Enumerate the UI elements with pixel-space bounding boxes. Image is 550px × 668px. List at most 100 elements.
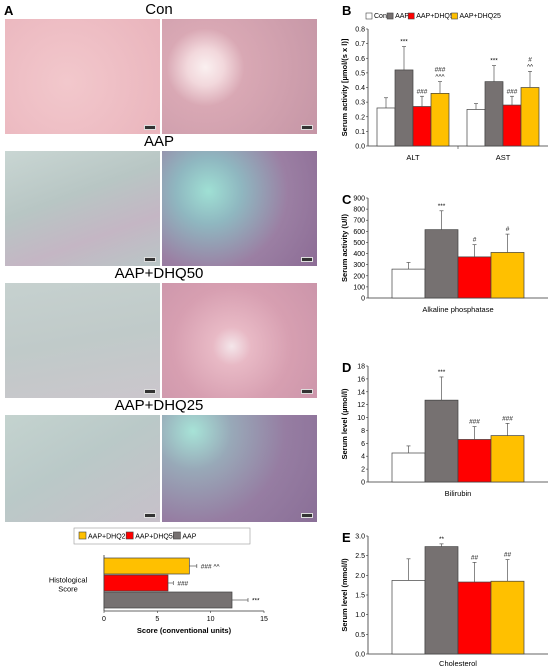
y-axis-label: Serum activity [µmol/(s x l)]	[340, 38, 349, 136]
y-axis-label: Serum level (µmol/l)	[340, 388, 349, 460]
micrograph-title-con: Con	[145, 1, 173, 18]
legend-label: AAP+DHQ50	[416, 13, 458, 20]
micrograph-aap-low-mag	[4, 150, 161, 267]
micrograph-title-aap-dhq50: AAP+DHQ50	[114, 265, 204, 282]
significance-label: ###	[435, 67, 446, 74]
bar-con	[391, 452, 426, 483]
y-tick-label: 500	[353, 240, 365, 247]
y-tick-label: 0.6	[355, 56, 365, 63]
y-tick-label: 0.8	[355, 27, 365, 34]
y-axis-label: Serum level (mmol/l)	[340, 558, 349, 632]
scale-bar	[301, 389, 313, 394]
significance-label: #	[528, 56, 532, 63]
bar-aap-dhq25	[520, 87, 540, 147]
y-tick-label: 100	[353, 284, 365, 291]
y-tick-label: 0.0	[355, 652, 365, 659]
significance-label: ###	[507, 88, 518, 95]
category-label: Bilirubin	[445, 489, 472, 498]
x-tick-label: 5	[155, 616, 159, 623]
y-tick-label: 0.3	[355, 100, 365, 107]
legend-label: AAP+DHQ25	[460, 13, 502, 20]
legend-swatch	[78, 531, 87, 540]
chart-histological-score: AAP+DHQ25 AAP+DHQ50 AAP 0 5 10 15 Score (conven…	[49, 527, 268, 635]
y-tick-label: 2.0	[355, 573, 365, 580]
bar-con	[391, 268, 426, 299]
significance-label: ###	[502, 415, 513, 422]
bar-aap-dhq50	[412, 106, 432, 147]
significance-label: ^^^	[435, 74, 445, 81]
category-label: Score	[58, 585, 78, 594]
significance-label: #	[506, 226, 510, 233]
legend-label: AAP+DHQ50	[135, 534, 177, 541]
scale-bar	[144, 125, 156, 130]
significance-label: ##	[471, 554, 479, 561]
y-tick-label: 1.0	[355, 612, 365, 619]
bar-aap	[424, 399, 459, 483]
significance-label: ^^	[527, 63, 534, 70]
bar-con	[466, 109, 486, 147]
bar-aap-dhq50	[457, 439, 492, 483]
y-tick-label: 0	[361, 480, 365, 487]
y-axis-label: Serum activity (U/l)	[340, 214, 349, 282]
y-tick-label: 0.5	[355, 70, 365, 77]
category-label: Alkaline phosphatase	[422, 305, 493, 314]
micrograph-aap-dhq50-high-mag	[161, 282, 318, 399]
y-tick-label: 16	[357, 376, 365, 383]
y-tick-label: 400	[353, 251, 365, 258]
bar-aap-dhq25	[430, 92, 450, 147]
y-tick-label: 0.1	[355, 129, 365, 136]
significance-label: ##	[504, 552, 512, 559]
y-tick-label: 0.0	[355, 144, 365, 151]
y-tick-label: 8	[361, 428, 365, 435]
micrograph-aap-dhq50-low-mag	[4, 282, 161, 399]
micrograph-title-aap-dhq25: AAP+DHQ25	[114, 397, 204, 414]
y-tick-label: 14	[357, 389, 365, 396]
y-tick-label: 0.2	[355, 114, 365, 121]
y-tick-label: 4	[361, 454, 365, 461]
panel-letter-e: E	[342, 530, 351, 545]
y-tick-label: 10	[357, 415, 365, 422]
panel-letter-b: B	[342, 3, 352, 18]
legend-box	[73, 527, 251, 545]
bar-aap-dhq25	[490, 252, 525, 299]
x-tick-label: 10	[207, 616, 215, 623]
micrograph-aap-high-mag	[161, 150, 318, 267]
y-tick-label: 3.0	[355, 534, 365, 541]
y-tick-label: 800	[353, 207, 365, 214]
legend-swatch	[451, 12, 458, 20]
chart-cholesterol: Serum level (mmol/l) 0.0 0.5 1.0 1.5 2.0 2.5 3.…	[340, 534, 548, 668]
scale-bar	[301, 257, 313, 262]
panel-letter-d: D	[342, 360, 352, 375]
y-tick-label: 2	[361, 467, 365, 474]
bar-aap	[394, 69, 414, 147]
bar-aap-dhq25	[103, 557, 190, 575]
bar-aap-dhq25	[490, 580, 525, 655]
panel-letter-c: C	[342, 192, 352, 207]
y-tick-label: 200	[353, 273, 365, 280]
y-tick-label: 0.5	[355, 632, 365, 639]
y-tick-label: 0	[361, 296, 365, 303]
scale-bar	[144, 389, 156, 394]
significance-label: ***	[490, 58, 498, 65]
legend-label: AAP	[182, 534, 196, 541]
legend-label: AAP	[395, 13, 409, 20]
chart-alkaline-phosphatase: Serum activity (U/l) 0 100 200 300 400 500 600 7…	[340, 196, 548, 314]
bar-aap	[424, 546, 459, 655]
micrograph-title-aap: AAP	[143, 133, 174, 150]
bar-aap	[424, 229, 459, 299]
chart-serum-alt-ast: Serum activity [µmol/(s x l)] 0.0 0.1 0.2 0.…	[340, 12, 548, 162]
x-tick-label: 15	[260, 616, 268, 623]
significance-label: #	[473, 237, 477, 244]
x-tick-label: 0	[102, 616, 106, 623]
legend-label: Con	[374, 13, 387, 20]
y-tick-label: 0.4	[355, 85, 365, 92]
legend-swatch	[407, 12, 415, 20]
significance-label: ***	[438, 369, 446, 376]
y-tick-label: 2.5	[355, 553, 365, 560]
legend-swatch	[386, 12, 394, 20]
significance-label: ***	[252, 598, 260, 605]
scale-bar	[301, 513, 313, 518]
category-label: Cholesterol	[439, 659, 477, 668]
bar-aap-dhq50	[502, 104, 522, 147]
y-tick-label: 700	[353, 218, 365, 225]
